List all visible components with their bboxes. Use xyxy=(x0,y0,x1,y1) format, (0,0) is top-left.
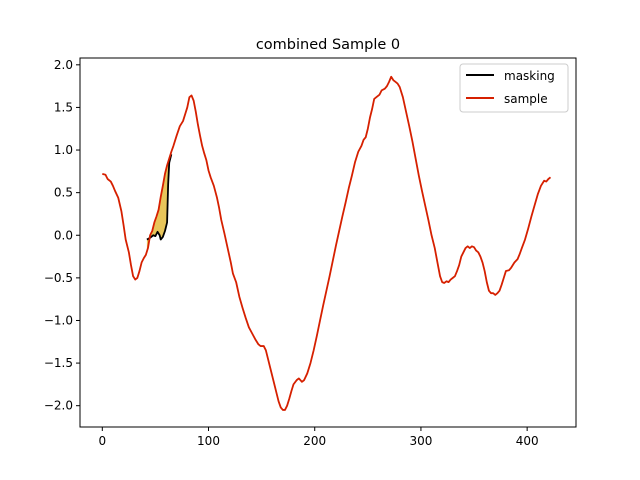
y-tick-label: 0.5 xyxy=(54,186,73,200)
legend-label-sample: sample xyxy=(504,92,548,106)
y-tick-label: 2.0 xyxy=(54,58,73,72)
series-line-masking xyxy=(146,154,173,241)
legend: masking sample xyxy=(459,63,569,113)
y-tick-label: −1.0 xyxy=(44,313,73,327)
y-tick-label: 1.0 xyxy=(54,143,73,157)
legend-label-masking: masking xyxy=(504,69,555,83)
x-tick-label: 0 xyxy=(98,434,106,448)
y-tick-label: −1.5 xyxy=(44,356,73,370)
series-line-sample xyxy=(102,75,552,411)
chart-title: combined Sample 0 xyxy=(256,37,400,53)
series-layer xyxy=(102,75,552,411)
x-tick-label: 100 xyxy=(197,434,220,448)
y-tick-label: −0.5 xyxy=(44,271,73,285)
x-axis: 0 100 200 300 400 xyxy=(98,427,539,448)
y-tick-label: −2.0 xyxy=(44,399,73,413)
x-tick-label: 400 xyxy=(516,434,539,448)
plot-frame xyxy=(79,57,577,428)
y-tick-label: 1.5 xyxy=(54,100,73,114)
y-tick-label: 0.0 xyxy=(54,228,73,242)
x-tick-label: 300 xyxy=(409,434,432,448)
y-axis: −2.0 −1.5 −1.0 −0.5 0.0 0.5 1.0 1.5 2.0 xyxy=(44,58,80,413)
x-tick-label: 200 xyxy=(303,434,326,448)
